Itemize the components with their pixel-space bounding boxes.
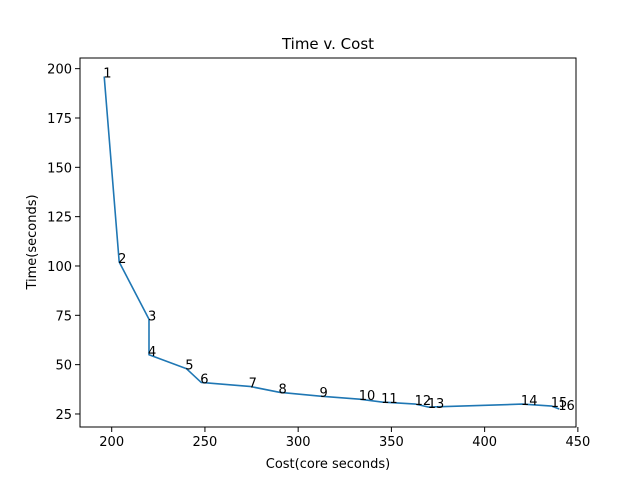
point-label: 4 (148, 345, 156, 360)
point-label: 11 (381, 392, 398, 407)
point-label: 7 (249, 376, 257, 391)
point-label: 5 (185, 359, 193, 374)
y-tick-label: 100 (47, 260, 72, 275)
y-tick-label: 50 (55, 359, 72, 374)
point-label: 12 (415, 394, 432, 409)
x-tick-label: 200 (99, 435, 124, 450)
y-tick-label: 200 (47, 63, 72, 78)
x-axis-label: Cost(core seconds) (266, 457, 390, 472)
y-tick-label: 25 (55, 408, 72, 423)
y-axis: 25 50 75 100 125 150 175 200 (47, 63, 80, 423)
series-line (103, 76, 560, 410)
x-axis: 200 250 300 350 400 450 (99, 427, 590, 450)
x-tick-label: 300 (286, 435, 311, 450)
y-axis-label: Time(seconds) (25, 194, 40, 290)
point-label: 14 (521, 394, 538, 409)
point-label: 2 (118, 252, 126, 267)
x-tick-label: 350 (379, 435, 404, 450)
point-label: 10 (359, 389, 376, 404)
y-tick-label: 125 (47, 211, 72, 226)
point-label: 16 (558, 399, 575, 414)
point-label: 1 (103, 67, 111, 82)
point-label: 3 (148, 309, 156, 324)
x-tick-label: 250 (193, 435, 218, 450)
chart-title: Time v. Cost (281, 35, 374, 53)
x-tick-label: 400 (472, 435, 497, 450)
point-label: 6 (200, 372, 208, 387)
y-tick-label: 175 (47, 112, 72, 127)
point-label: 8 (279, 382, 287, 397)
y-tick-label: 150 (47, 161, 72, 176)
point-label: 9 (320, 386, 328, 401)
point-label: 15 (551, 396, 568, 411)
axes-frame (79, 57, 577, 428)
x-tick-label: 450 (565, 435, 590, 450)
point-label: 13 (428, 397, 445, 412)
y-tick-label: 75 (55, 309, 72, 324)
